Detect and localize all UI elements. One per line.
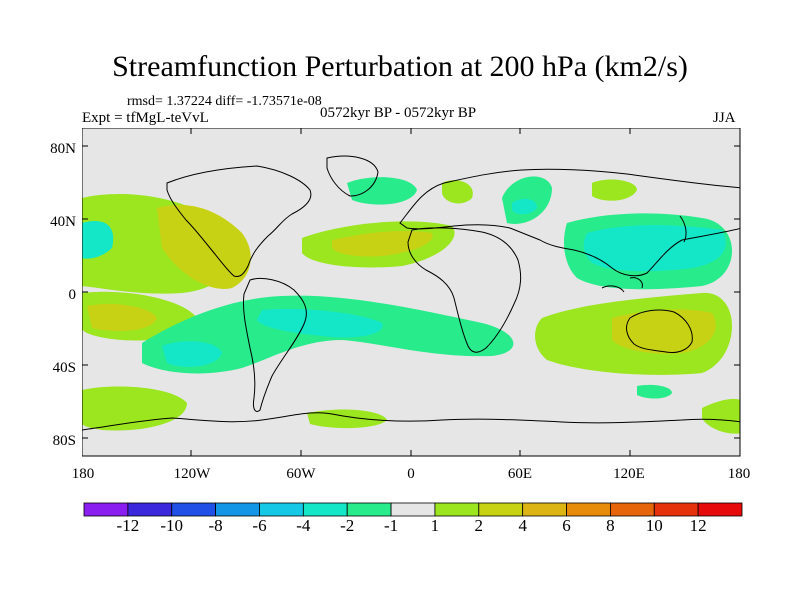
coastline-greenland <box>326 155 379 197</box>
colorbar-box <box>434 502 480 517</box>
coastline-islands <box>629 277 643 289</box>
colorbar-label: -4 <box>296 516 311 535</box>
contour-region <box>512 198 537 215</box>
colorbar-box <box>127 502 173 517</box>
colorbar-label: -6 <box>252 516 267 535</box>
coastline-eurasia <box>399 168 740 277</box>
colorbar-box <box>653 502 699 517</box>
colorbar-box <box>390 502 436 517</box>
streamfunction-map <box>82 128 741 457</box>
lon-label: 120W <box>173 466 211 482</box>
colorbar-label: -1 <box>384 516 399 535</box>
lon-label: 180 <box>71 466 95 482</box>
colorbar-label: -10 <box>160 516 184 535</box>
contour-region <box>612 309 716 354</box>
contour-region <box>162 341 222 367</box>
colorbar-box <box>697 502 743 517</box>
colorbar-box <box>83 502 129 517</box>
map-background <box>82 128 740 456</box>
colorbar-label: 8 <box>606 516 615 535</box>
contour-region <box>347 177 417 205</box>
colorbar-box <box>522 502 567 517</box>
colorbar-box <box>346 502 392 517</box>
colorbar-box <box>566 502 611 517</box>
contour-region <box>702 398 740 434</box>
colorbar-label: 12 <box>689 516 707 535</box>
stats-text: rmsd= 1.37224 diff= -1.73571e-08 <box>127 94 322 109</box>
lat-label: 40N <box>50 214 76 230</box>
contour-region <box>637 384 672 399</box>
contour-region <box>157 204 251 289</box>
lon-label: 60W <box>286 466 316 482</box>
coastline-australia <box>626 309 693 353</box>
coastline-antarctica <box>82 412 740 431</box>
contour-region <box>307 409 387 429</box>
coastlines <box>82 155 740 431</box>
season-label: JJA <box>713 110 736 126</box>
colorbar-label: 4 <box>518 516 527 535</box>
contour-region <box>82 386 187 431</box>
colorbar-box <box>610 502 655 517</box>
contour-region <box>442 180 473 204</box>
colorbar-box <box>302 502 348 517</box>
contour-region <box>592 179 637 201</box>
chart-title: Streamfunction Perturbation at 200 hPa (… <box>112 50 688 83</box>
coastline-japan <box>679 215 687 243</box>
colorbar-box <box>171 502 217 517</box>
lon-label: 120E <box>613 466 645 482</box>
lat-label: 80S <box>52 433 76 449</box>
map-ticks <box>82 128 740 456</box>
contour-region <box>257 308 383 338</box>
colorbar-label: -2 <box>340 516 355 535</box>
colorbar-label: 10 <box>645 516 663 535</box>
colorbar-label: 2 <box>474 516 484 535</box>
lat-label: 80N <box>50 141 76 157</box>
colorbar-box <box>478 502 524 517</box>
period-label: 0572kyr BP - 0572kyr BP <box>320 105 477 121</box>
colorbar-label: 6 <box>562 516 571 535</box>
colorbar-label: -8 <box>208 516 223 535</box>
colorbar <box>83 502 743 517</box>
colorbar-box <box>215 502 260 517</box>
coastline-north-america <box>166 165 312 277</box>
coastline-africa <box>407 227 522 353</box>
lat-label: 40S <box>52 360 76 376</box>
lon-label: 180 <box>727 466 751 482</box>
coastline-south-america <box>243 277 307 412</box>
contour-region <box>583 225 726 272</box>
coastline-islands <box>601 285 625 293</box>
colorbar-label: 1 <box>430 516 440 535</box>
experiment-label: Expt = tfMgL-teVvL <box>82 110 209 126</box>
lon-label: 0 <box>407 466 415 482</box>
contour-fill-layer <box>82 176 740 434</box>
colorbar-label: -12 <box>116 516 140 535</box>
contour-region <box>82 220 114 259</box>
lat-label: 0 <box>68 287 77 303</box>
colorbar-box <box>259 502 304 517</box>
lon-label: 60E <box>507 466 533 482</box>
contour-region <box>332 230 433 257</box>
contour-region <box>87 303 157 331</box>
